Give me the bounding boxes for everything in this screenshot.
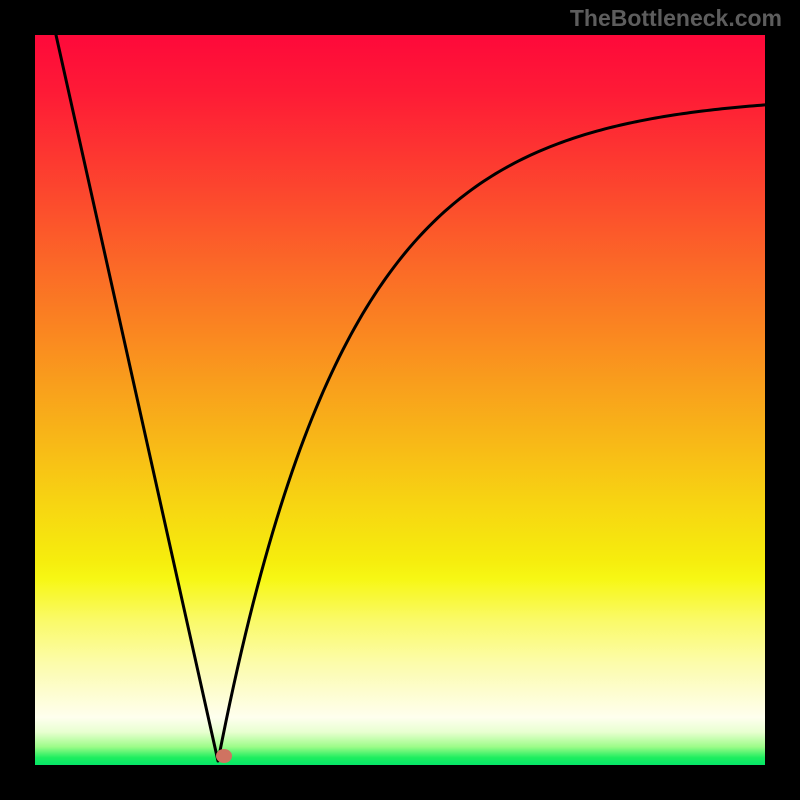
chart-container: TheBottleneck.com — [0, 0, 800, 800]
minimum-marker — [216, 749, 232, 763]
watermark-text: TheBottleneck.com — [570, 5, 782, 32]
bottleneck-curve — [35, 35, 765, 765]
plot-area — [35, 35, 765, 765]
